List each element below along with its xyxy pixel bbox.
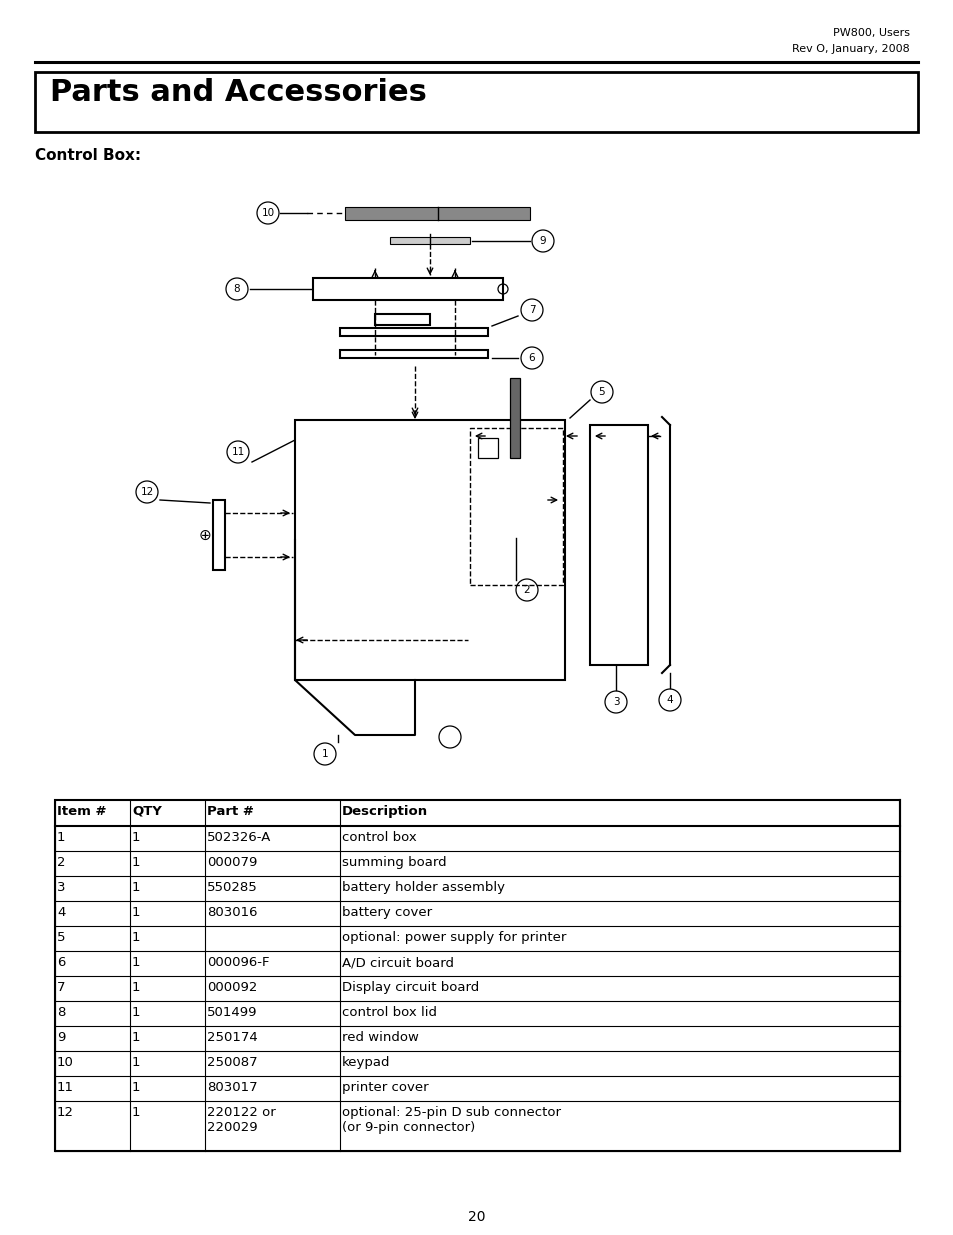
Text: Description: Description — [341, 805, 428, 818]
Text: 803017: 803017 — [207, 1081, 257, 1094]
Bar — [313, 278, 502, 300]
Text: 12: 12 — [140, 487, 153, 496]
Text: 10: 10 — [261, 207, 274, 219]
Text: Rev O, January, 2008: Rev O, January, 2008 — [791, 44, 909, 54]
Bar — [477, 438, 497, 458]
Text: optional: 25-pin D sub connector: optional: 25-pin D sub connector — [341, 1107, 560, 1119]
Text: keypad: keypad — [341, 1056, 390, 1070]
Text: 4: 4 — [666, 695, 673, 705]
Text: 1: 1 — [132, 1007, 140, 1019]
Text: 000092: 000092 — [207, 981, 257, 994]
Text: 5: 5 — [57, 931, 66, 944]
Text: red window: red window — [341, 1031, 418, 1044]
Text: summing board: summing board — [341, 856, 446, 869]
Text: Parts and Accessories: Parts and Accessories — [50, 78, 426, 107]
Text: 1: 1 — [132, 1081, 140, 1094]
Text: 250087: 250087 — [207, 1056, 257, 1070]
Text: 1: 1 — [132, 856, 140, 869]
Text: 000079: 000079 — [207, 856, 257, 869]
Bar — [390, 237, 470, 245]
Text: 1: 1 — [132, 881, 140, 894]
Text: 9: 9 — [539, 236, 546, 246]
Text: 1: 1 — [132, 906, 140, 919]
Text: 8: 8 — [233, 284, 240, 294]
Text: (or 9-pin connector): (or 9-pin connector) — [341, 1121, 475, 1134]
Bar — [213, 500, 225, 571]
Text: 1: 1 — [132, 1107, 140, 1119]
Text: 20: 20 — [468, 1210, 485, 1224]
Bar — [35, 72, 917, 132]
Text: 250174: 250174 — [207, 1031, 257, 1044]
Bar — [345, 207, 530, 220]
Text: control box: control box — [341, 831, 416, 844]
Text: 1: 1 — [321, 748, 328, 760]
Bar — [345, 207, 530, 220]
Text: battery holder assembly: battery holder assembly — [341, 881, 504, 894]
Text: 7: 7 — [57, 981, 66, 994]
Text: 6: 6 — [57, 956, 66, 969]
Text: 11: 11 — [57, 1081, 74, 1094]
Text: 1: 1 — [132, 956, 140, 969]
Text: 9: 9 — [57, 1031, 66, 1044]
Bar — [339, 329, 488, 336]
Text: 550285: 550285 — [207, 881, 257, 894]
Text: 1: 1 — [132, 981, 140, 994]
Bar — [339, 350, 488, 358]
Text: 1: 1 — [132, 831, 140, 844]
Text: 220029: 220029 — [207, 1121, 257, 1134]
Text: A/D circuit board: A/D circuit board — [341, 956, 454, 969]
Text: Display circuit board: Display circuit board — [341, 981, 478, 994]
Text: optional: power supply for printer: optional: power supply for printer — [341, 931, 566, 944]
Bar — [55, 800, 899, 1151]
Text: PW800, Users: PW800, Users — [832, 28, 909, 38]
Text: 501499: 501499 — [207, 1007, 257, 1019]
Text: Part #: Part # — [207, 805, 253, 818]
Text: 220122 or: 220122 or — [207, 1107, 275, 1119]
Text: ⊕: ⊕ — [198, 527, 212, 542]
Text: 1: 1 — [132, 931, 140, 944]
Text: 1: 1 — [132, 1031, 140, 1044]
Text: 1: 1 — [132, 1056, 140, 1070]
Bar — [375, 314, 430, 325]
Text: Control Box:: Control Box: — [35, 148, 141, 163]
Text: 8: 8 — [57, 1007, 66, 1019]
Text: 5: 5 — [598, 387, 604, 396]
Bar — [294, 420, 564, 680]
Text: 2: 2 — [523, 585, 530, 595]
Text: 10: 10 — [57, 1056, 73, 1070]
Bar — [510, 378, 519, 458]
Text: control box lid: control box lid — [341, 1007, 436, 1019]
Text: 12: 12 — [57, 1107, 74, 1119]
Text: printer cover: printer cover — [341, 1081, 428, 1094]
Text: Item #: Item # — [57, 805, 107, 818]
Bar — [470, 429, 562, 585]
Text: 3: 3 — [57, 881, 66, 894]
Text: 4: 4 — [57, 906, 66, 919]
Text: 502326-A: 502326-A — [207, 831, 271, 844]
Text: 000096-F: 000096-F — [207, 956, 269, 969]
Text: battery cover: battery cover — [341, 906, 432, 919]
Text: 3: 3 — [612, 697, 618, 706]
Text: 6: 6 — [528, 353, 535, 363]
Text: 803016: 803016 — [207, 906, 257, 919]
Text: 2: 2 — [57, 856, 66, 869]
Text: 7: 7 — [528, 305, 535, 315]
Text: 1: 1 — [57, 831, 66, 844]
Text: 11: 11 — [232, 447, 244, 457]
Bar — [589, 425, 647, 664]
Text: QTY: QTY — [132, 805, 162, 818]
